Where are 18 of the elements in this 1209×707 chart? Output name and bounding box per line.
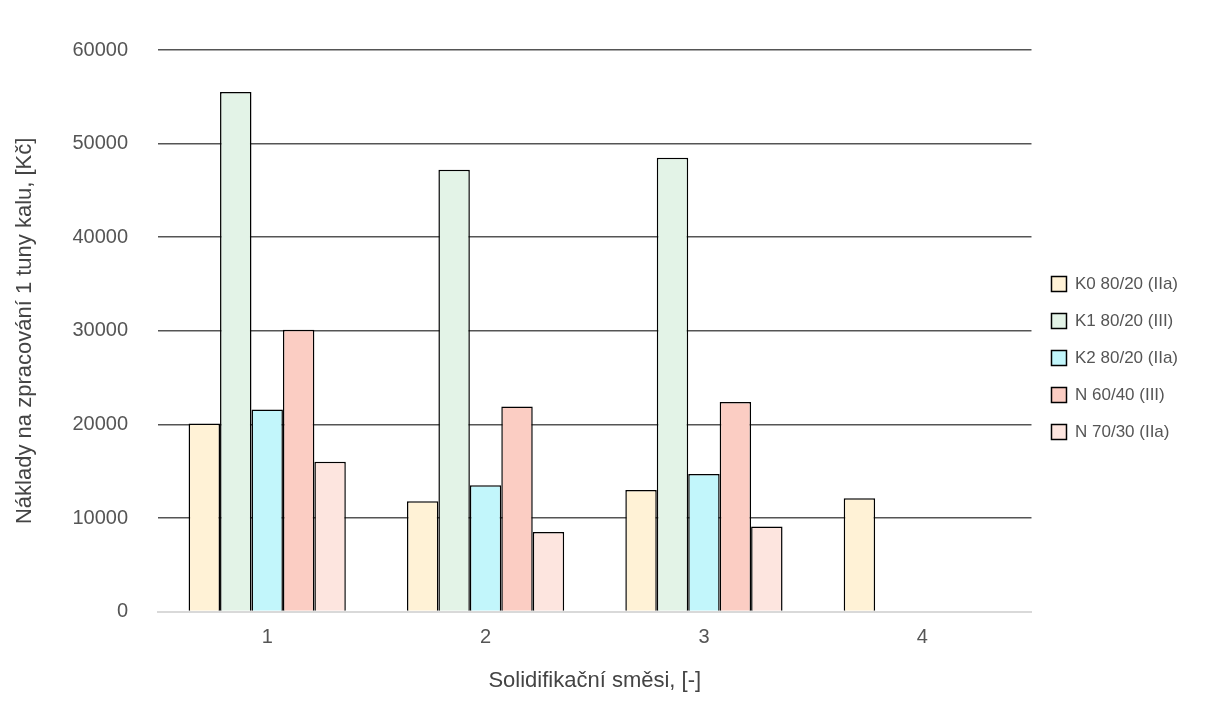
x-tick-label: 2	[480, 625, 492, 648]
y-axis-title: Náklady na zpracování 1 tuny kalu, [Kč]	[11, 137, 37, 525]
y-tick-label: 40000	[72, 224, 129, 247]
y-tick-label: 10000	[72, 505, 129, 528]
legend-label: K0 80/20 (IIa)	[1075, 273, 1179, 293]
x-tick-label: 4	[916, 625, 928, 648]
y-tick-label: 30000	[72, 318, 129, 341]
x-tick-label: 3	[698, 625, 710, 648]
x-tick-label: 1	[261, 625, 273, 648]
x-axis-title: Solidifikační směsi, [-]	[488, 666, 702, 692]
legend-label: N 70/30 (IIa)	[1075, 421, 1170, 441]
y-tick-label: 60000	[72, 37, 129, 60]
legend-label: N 60/40 (III)	[1075, 384, 1165, 404]
legend-label: K1 80/20 (III)	[1075, 310, 1174, 330]
legend-label: K2 80/20 (IIa)	[1075, 347, 1179, 367]
y-tick-label: 0	[116, 599, 129, 622]
y-tick-label: 50000	[72, 131, 129, 154]
y-tick-label: 20000	[72, 411, 129, 434]
